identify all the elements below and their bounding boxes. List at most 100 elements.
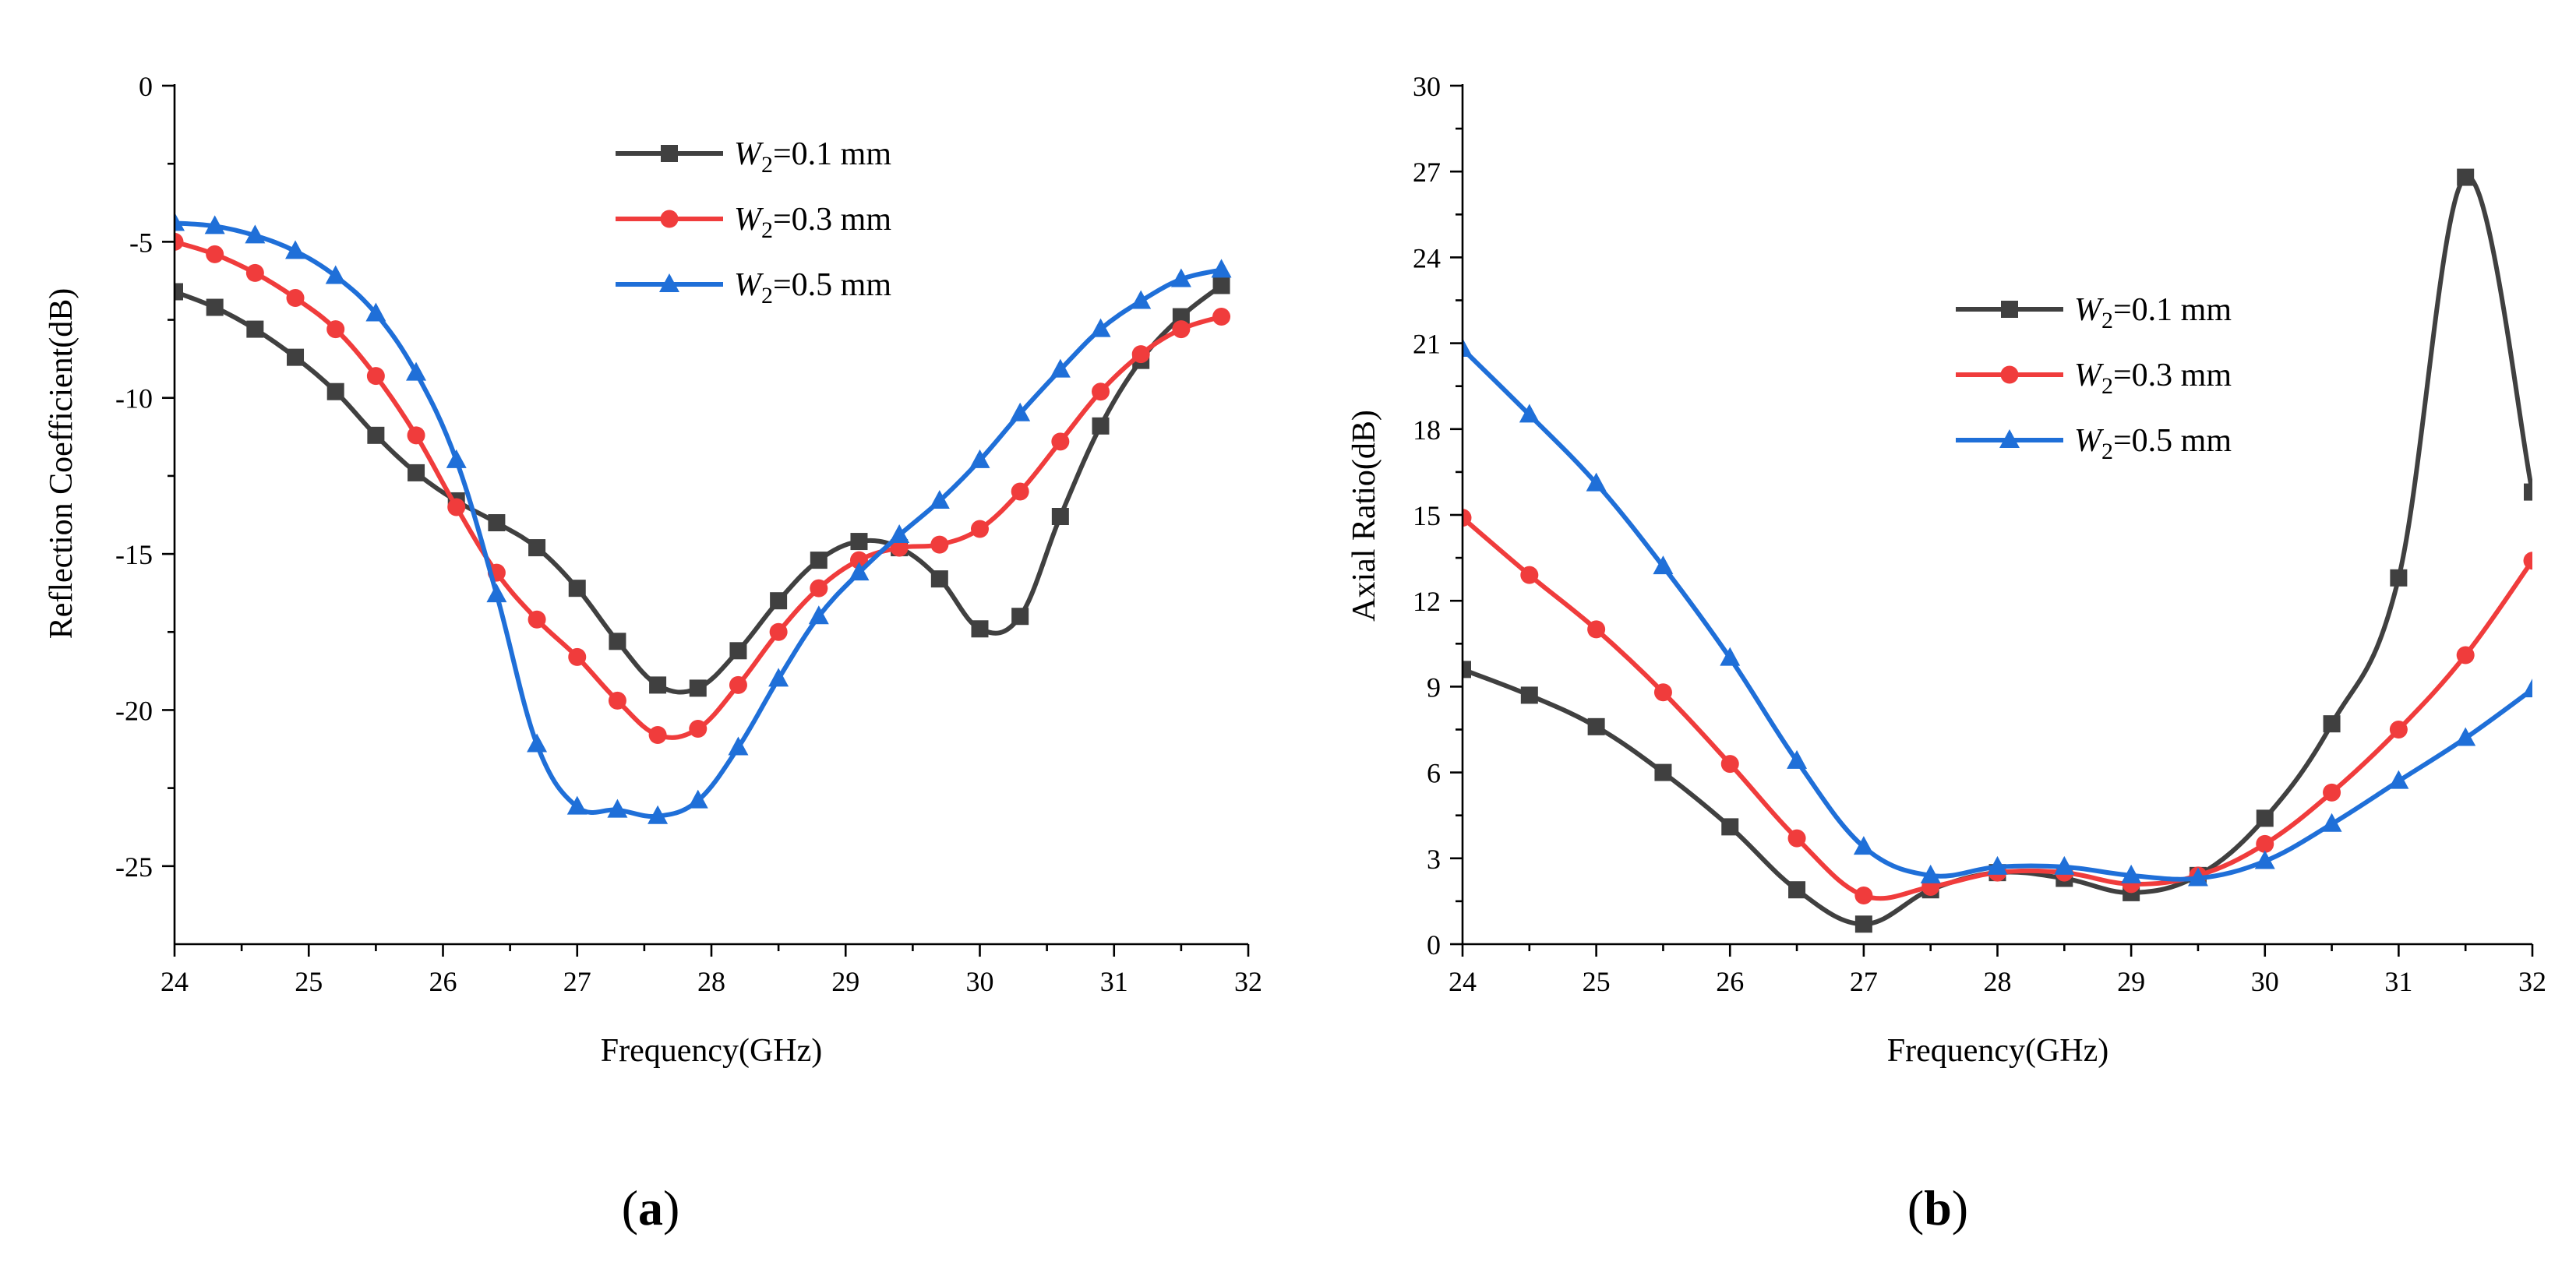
chart-b-data-point [2457,168,2475,186]
chart-a-data-point [1131,345,1150,364]
chart-a-data-point [365,302,386,322]
chart-b-data-point [1987,855,2008,875]
chart-a-data-point [1212,308,1231,326]
chart-a-data-point [1131,290,1152,309]
chart-a-data-point [810,579,828,598]
chart-a-data-point [607,798,628,818]
chart-a-y-tick-label: 0 [139,71,153,102]
chart-a-x-tick-label: 27 [563,966,591,997]
chart-a-data-point [889,524,910,544]
chart-a-legend-item: W2=0.3 mm [616,202,891,243]
chart-b-data-point [2523,552,2532,570]
chart-a-data-point [527,733,548,753]
chart-a-series-2 [175,212,1232,824]
chart-b-data-point [1920,864,1941,883]
chart-b-data-point [1721,818,1739,836]
chart-a-legend-marker [659,273,679,292]
chart-b-x-tick-label: 29 [2117,966,2145,997]
chart-a-data-point [1011,482,1029,501]
chart-b-data-point [2054,855,2075,875]
chart-b-data-point [2187,867,2208,887]
chart-a-data-point [849,562,870,581]
chart-a-data-point [649,676,667,694]
panel-label-b: (b) [1907,1180,1968,1236]
chart-a-data-point [1092,382,1110,401]
chart-b-x-tick-label: 27 [1850,966,1878,997]
chart-a-data-point [528,610,546,629]
chart-a-x-tick-label: 24 [161,966,189,997]
chart-a-data-point [285,240,306,259]
chart-a-data-point [175,232,184,251]
chart-b-data-point [1654,763,1672,781]
chart-a-y-tick-label: -15 [115,539,153,570]
chart-a-data-point [486,583,507,603]
chart-b-data-point [1653,683,1672,702]
chart-a-data-point [1211,259,1232,278]
chart-a-data-point [930,535,949,554]
chart-b-data-point [1720,755,1739,774]
chart-b-legend-marker [1999,429,2020,448]
chart-a-data-point [769,622,788,641]
chart-a-data-point [1170,268,1191,287]
chart-a-data-point [768,668,789,687]
chart-b-x-axis-title: Frequency(GHz) [1887,1033,2109,1069]
chart-b-y-tick-label: 18 [1413,414,1441,446]
chart-a-y-tick-label: -20 [115,695,153,726]
chart-b-data-point [1463,661,1471,679]
chart-b-data-point [1587,717,1605,735]
chart-a-x-tick-label: 30 [966,966,994,997]
chart-a-data-point [366,367,385,386]
chart-a-data-point [609,633,626,650]
chart-b-data-point [2388,770,2409,789]
chart-b-data-point [2254,850,2275,869]
chart-a-legend: W2=0.1 mm W2=0.3 mm W2=0.5 mm [616,136,891,308]
chart-a: 24 25 26 27 28 29 30 31 32 0 -5 -10 -15 -20 -25 Freque… [44,71,1262,1069]
chart-a-x-axis-title: Frequency(GHz) [601,1033,823,1069]
chart-b-y-tick-label: 9 [1427,672,1441,703]
chart-a-data-point [568,580,586,598]
chart-b-y-tick-label: 6 [1427,758,1441,789]
chart-b-y-tick-label: 12 [1413,586,1441,617]
chart-b-data-point [1787,749,1808,769]
chart-a-data-point [1092,417,1110,435]
chart-a-data-point [687,789,708,809]
chart-a-data-point [1172,308,1190,326]
chart-a-data-point [245,263,264,282]
chart-a-legend-label: W2=0.1 mm [734,136,891,178]
chart-b-legend-label: W2=0.3 mm [2074,358,2232,399]
chart-b-legend-marker [2001,301,2018,318]
chart-a-data-point [971,620,989,638]
chart-a-data-point [689,679,707,697]
chart-b-data-point [2323,783,2341,802]
chart-a-data-point [890,538,909,557]
chart-a-data-point [1090,318,1111,337]
chart-a-data-point [406,361,427,381]
chart-b-data-point [1587,620,1606,639]
chart-b-y-tick-label: 30 [1413,71,1441,102]
chart-b-data-point [2321,813,2342,832]
chart-a-data-point [408,464,425,481]
chart-a-data-point [206,298,224,316]
chart-a-data-point [446,449,467,468]
chart-b-data-point [1720,647,1741,666]
chart-a-data-point [689,719,708,738]
chart-b-data-point [1787,829,1806,848]
chart-a-x-tick-label: 25 [295,966,323,997]
chart-a-data-point [1051,432,1070,451]
chart-a-data-point [648,805,669,824]
chart-b-legend: W2=0.1 mm W2=0.3 mm W2=0.5 mm [1956,292,2232,464]
chart-a-legend-label: W2=0.5 mm [734,267,891,308]
chart-a-data-point [407,426,425,445]
chart-a-data-point [1010,402,1031,421]
chart-b-data-point [1854,887,1873,905]
chart-b-data-point [2256,809,2274,827]
chart-b-y-tick-label: 27 [1413,157,1441,188]
chart-b-x-tick-label: 28 [1984,966,2012,997]
chart-a-data-point [971,520,989,538]
chart-b-y-tick-label: 0 [1427,929,1441,961]
chart-a-data-point [325,265,346,284]
chart-a-data-point [729,675,747,694]
chart-a-y-tick-label: -5 [129,227,153,258]
chart-b-x-tick-label: 26 [1716,966,1744,997]
chart-a-data-point [849,551,868,569]
